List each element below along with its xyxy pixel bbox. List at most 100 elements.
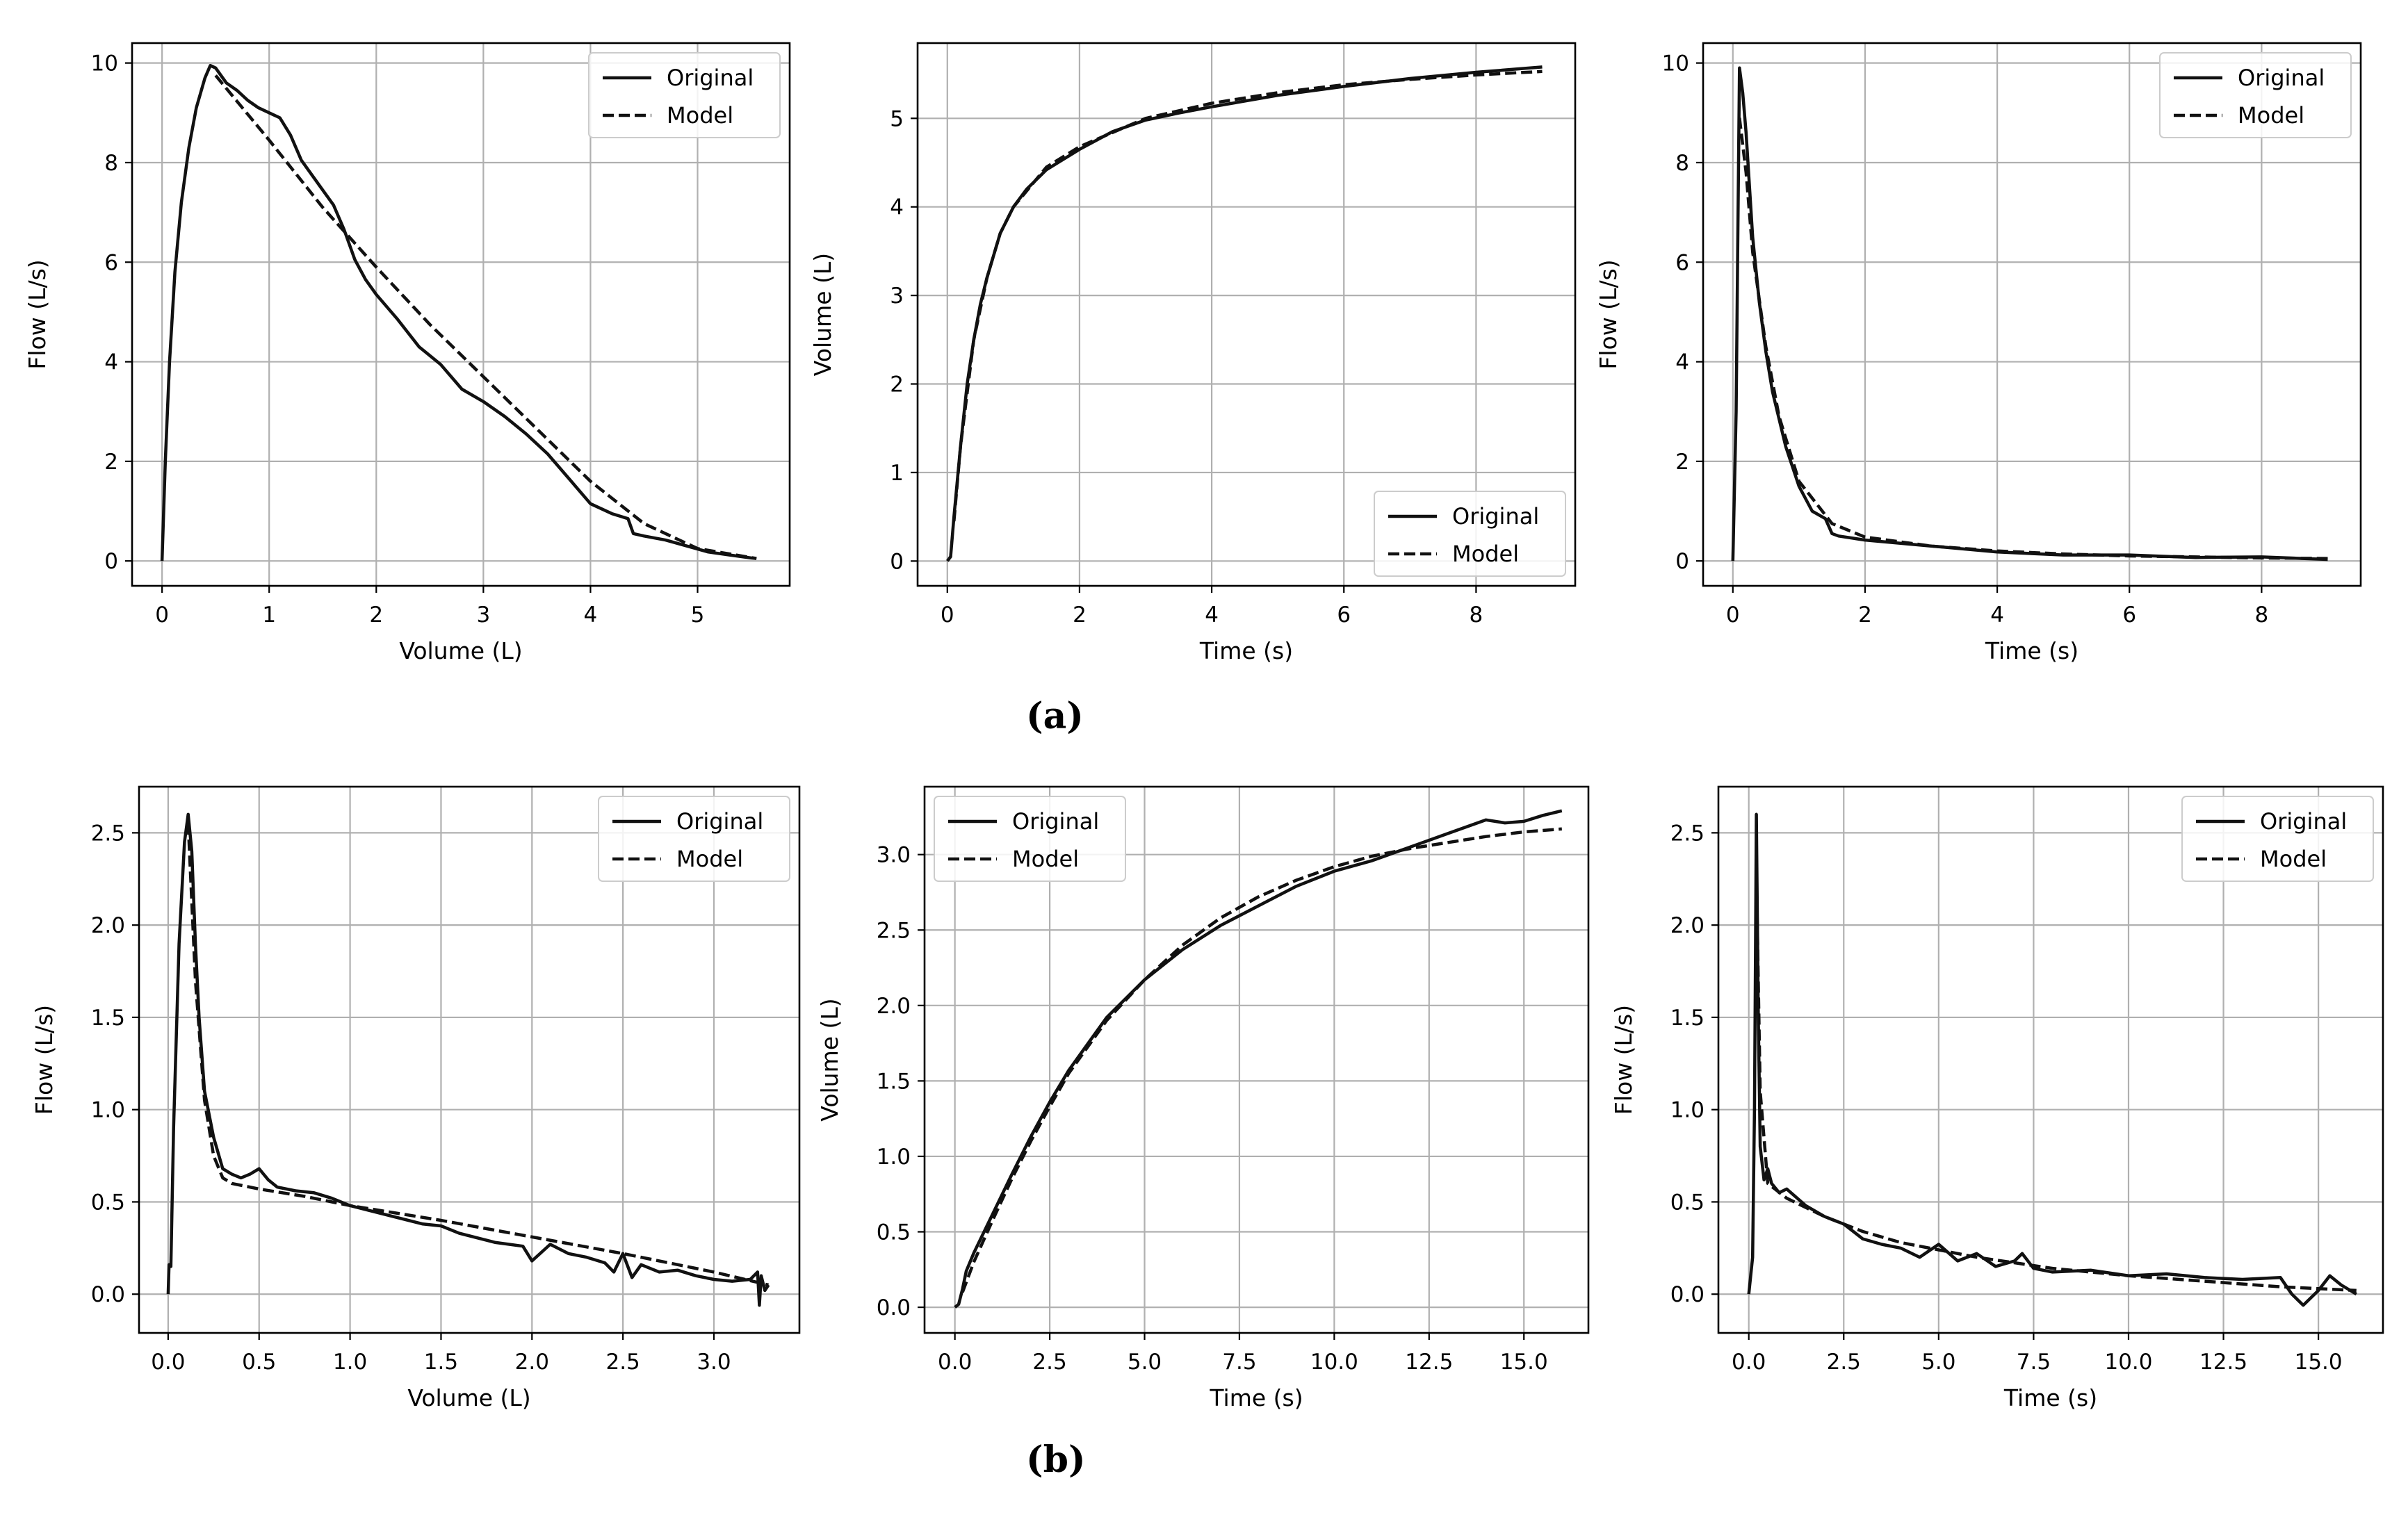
y-tick-label: 4 — [1675, 350, 1689, 375]
y-tick-label: 1.0 — [877, 1145, 911, 1170]
legend: Original Model — [588, 52, 781, 138]
y-axis-label: Flow (L/s) — [24, 259, 51, 369]
y-tick-label: 1.5 — [877, 1069, 911, 1094]
y-tick-label: 1.5 — [91, 1006, 125, 1031]
legend: Original Model — [934, 796, 1126, 882]
y-axis-label: Flow (L/s) — [31, 1005, 58, 1115]
y-tick-label: 0 — [890, 549, 904, 574]
y-tick-label: 1.0 — [91, 1098, 125, 1123]
legend-label-model: Model — [676, 846, 743, 872]
x-tick-label: 5.0 — [1921, 1350, 1955, 1375]
legend-label-original: Original — [1012, 808, 1099, 835]
y-tick-label: 1.0 — [1670, 1098, 1705, 1123]
y-tick-label: 4 — [890, 195, 904, 220]
series-model — [961, 827, 1562, 1293]
legend-label-original: Original — [667, 65, 754, 91]
x-tick-label: 1.5 — [424, 1350, 458, 1375]
series-original — [160, 63, 757, 562]
y-tick-label: 6 — [104, 250, 118, 275]
y-tick-label: 2.0 — [91, 913, 125, 938]
y-tick-label: 6 — [1675, 250, 1689, 275]
x-tick-label: 0 — [941, 603, 954, 628]
y-tick-label: 3 — [890, 284, 904, 309]
y-tick-label: 4 — [104, 350, 118, 375]
series-original — [945, 65, 1543, 562]
axes-frame — [1717, 785, 2384, 1334]
y-axis-label: Flow (L/s) — [1610, 1005, 1637, 1115]
y-tick-label: 1.5 — [1670, 1006, 1705, 1031]
x-tick-label: 8 — [2255, 603, 2269, 628]
series-model — [1755, 869, 2357, 1293]
x-tick-label: 2 — [1073, 603, 1087, 628]
x-tick-label: 5 — [691, 603, 705, 628]
y-tick-label: 0 — [104, 549, 118, 574]
legend-label-original: Original — [1452, 503, 1539, 530]
axes-frame — [1702, 42, 2362, 587]
panel-label-b: (b) — [1026, 1439, 1086, 1481]
x-axis-label: Time (s) — [1199, 637, 1293, 664]
x-axis-label: Time (s) — [1209, 1384, 1303, 1411]
x-axis-label: Volume (L) — [407, 1384, 530, 1411]
x-tick-label: 0.0 — [938, 1350, 972, 1375]
y-tick-label: 2.5 — [877, 918, 911, 943]
series-original — [1747, 812, 2357, 1307]
y-tick-label: 5 — [890, 106, 904, 131]
x-tick-label: 2.5 — [605, 1350, 640, 1375]
x-tick-label: 2 — [369, 603, 383, 628]
chart-a1: 0 1 2 3 4 5 0 2 4 6 8 10 Volume (L) Flow (L/s) Origina… — [24, 42, 791, 664]
chart-b1: 0.0 0.5 1.0 1.5 2.0 2.5 3.0 0.0 0.5 1.0 1.5 2.0 2.5 V… — [31, 785, 801, 1411]
series-model — [214, 74, 757, 560]
axes-frame — [131, 42, 791, 587]
y-tick-label: 8 — [1675, 151, 1689, 176]
x-tick-label: 2.5 — [1827, 1350, 1861, 1375]
y-tick-label: 0.5 — [91, 1190, 125, 1215]
legend-label-original: Original — [676, 808, 763, 835]
x-tick-label: 2.0 — [515, 1350, 549, 1375]
y-tick-label: 0.0 — [91, 1282, 125, 1307]
legend: Original Model — [598, 796, 790, 882]
y-tick-label: 0.5 — [1670, 1190, 1705, 1215]
x-tick-label: 0 — [155, 603, 169, 628]
y-tick-label: 0.5 — [877, 1220, 911, 1245]
series-model — [952, 69, 1543, 522]
y-tick-label: 0.0 — [877, 1295, 911, 1320]
y-axis-label: Volume (L) — [816, 998, 843, 1121]
y-tick-label: 0.0 — [1670, 1282, 1705, 1307]
y-tick-label: 2 — [1675, 450, 1689, 475]
legend-label-model: Model — [1012, 846, 1079, 872]
y-tick-label: 2.0 — [877, 994, 911, 1019]
chart-b2: 0.0 2.5 5.0 7.5 10.0 12.5 15.0 0.0 0.5 1.0 1.5 2.0 2… — [816, 785, 1590, 1411]
x-axis-label: Time (s) — [2003, 1384, 2097, 1411]
series-model — [1738, 117, 2328, 560]
y-tick-label: 10 — [91, 51, 118, 76]
x-tick-label: 2.5 — [1032, 1350, 1066, 1375]
y-axis-label: Flow (L/s) — [1595, 259, 1622, 369]
x-tick-label: 4 — [584, 603, 598, 628]
y-tick-label: 2 — [890, 372, 904, 398]
x-tick-label: 12.5 — [2199, 1350, 2247, 1375]
x-tick-label: 1.0 — [333, 1350, 367, 1375]
x-tick-label: 15.0 — [1500, 1350, 1548, 1375]
legend-label-model: Model — [2238, 102, 2304, 129]
x-tick-label: 10.0 — [1310, 1350, 1358, 1375]
y-tick-label: 2.5 — [91, 821, 125, 846]
chart-a2: 0 2 4 6 8 0 1 2 3 4 5 Time (s) Volume (L) Original Mod… — [809, 42, 1577, 664]
x-tick-label: 3.0 — [697, 1350, 731, 1375]
x-tick-label: 2 — [1858, 603, 1872, 628]
axes-frame — [138, 785, 801, 1334]
x-tick-label: 0.5 — [242, 1350, 276, 1375]
legend-label-original: Original — [2260, 808, 2347, 835]
x-tick-label: 3 — [476, 603, 490, 628]
x-tick-label: 4 — [1990, 603, 2004, 628]
x-tick-label: 6 — [2122, 603, 2136, 628]
axes-frame — [923, 785, 1590, 1334]
axes-frame — [916, 42, 1577, 587]
x-tick-label: 1 — [262, 603, 276, 628]
x-tick-label: 7.5 — [2017, 1350, 2051, 1375]
x-tick-label: 12.5 — [1405, 1350, 1453, 1375]
legend: Original Model — [2159, 52, 2352, 138]
y-tick-label: 2.5 — [1670, 821, 1705, 846]
x-tick-label: 0.0 — [1732, 1350, 1766, 1375]
x-tick-label: 5.0 — [1128, 1350, 1162, 1375]
series-original — [166, 812, 770, 1307]
